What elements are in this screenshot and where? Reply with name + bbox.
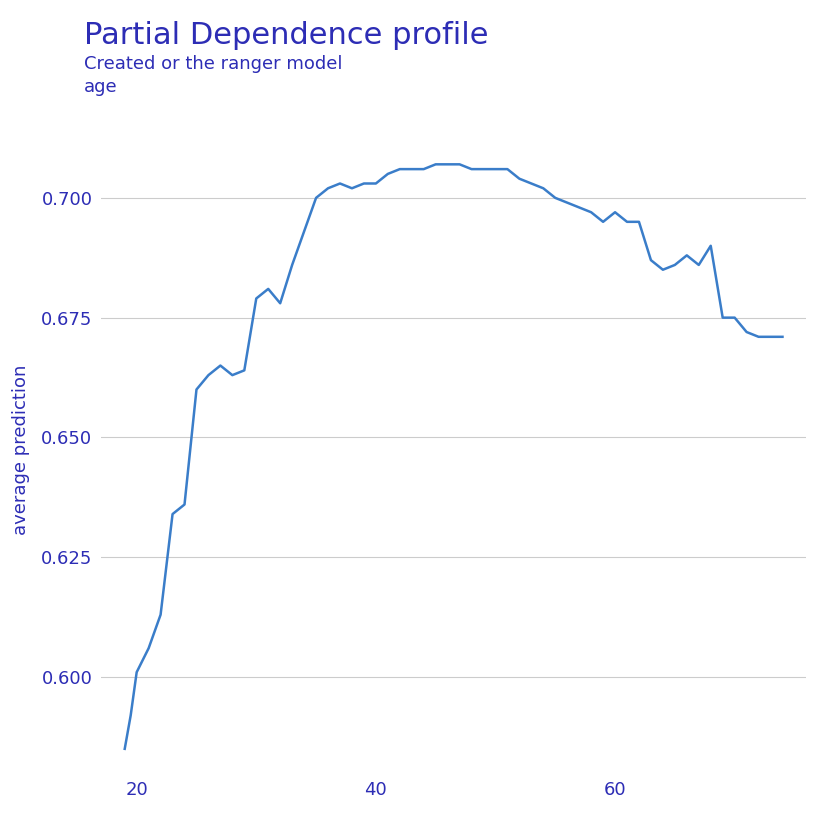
Y-axis label: average prediction: average prediction (12, 365, 30, 534)
Text: Partial Dependence profile: Partial Dependence profile (84, 21, 489, 50)
Text: age: age (84, 78, 118, 96)
Text: Created or the ranger model: Created or the ranger model (84, 55, 343, 72)
